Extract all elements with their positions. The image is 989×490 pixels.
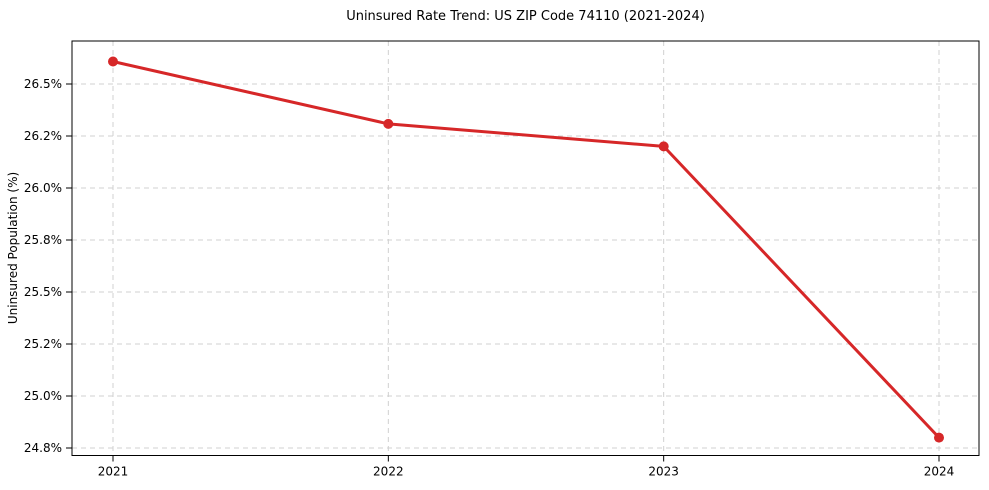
y-tick-label: 26.2% [24, 129, 62, 143]
y-tick-label: 24.8% [24, 441, 62, 455]
plot-border [71, 40, 980, 456]
data-point-marker [658, 141, 669, 152]
x-tick-label: 2024 [924, 465, 955, 479]
y-tick-label: 26.0% [24, 181, 62, 195]
y-tick-label: 25.8% [24, 233, 62, 247]
y-tick-label: 25.2% [24, 337, 62, 351]
trend-line [111, 60, 941, 440]
x-tick-label: 2023 [648, 465, 679, 479]
y-tick-label: 25.0% [24, 389, 62, 403]
plot-area [72, 41, 979, 456]
x-tick-label: 2021 [98, 465, 129, 479]
data-point-marker [108, 56, 118, 67]
data-point-marker [383, 118, 394, 129]
data-point-marker [934, 432, 944, 443]
chart-title: Uninsured Rate Trend: US ZIP Code 74110 … [346, 9, 705, 24]
x-tick-label: 2022 [373, 465, 404, 479]
y-tick-label: 26.5% [24, 77, 62, 91]
y-tick-label: 25.5% [24, 285, 62, 299]
